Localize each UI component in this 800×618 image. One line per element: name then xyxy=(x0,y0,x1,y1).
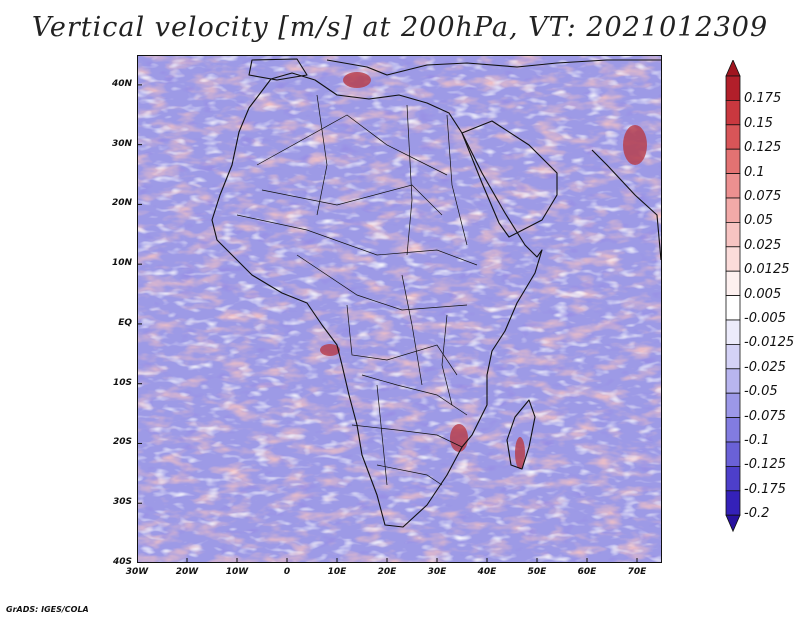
map-frame xyxy=(137,55,662,563)
ascent-spot-mozambique xyxy=(450,424,468,452)
colorbar xyxy=(725,60,741,533)
colorbar-label: -0.2 xyxy=(744,506,770,522)
colorbar-box xyxy=(725,124,741,150)
colorbar-box xyxy=(725,75,741,101)
colorbar-label: 0.05 xyxy=(744,213,773,229)
colorbar-label: 0.15 xyxy=(744,115,773,131)
ascent-spot-tibet xyxy=(623,125,647,165)
x-tick-label: 0 xyxy=(283,567,291,577)
border-line-7 xyxy=(351,424,463,448)
colorbar-label: -0.1 xyxy=(744,433,770,448)
map-panel xyxy=(137,55,662,563)
colorbar-box xyxy=(725,246,741,272)
colorbar-label: -0.075 xyxy=(744,408,786,424)
colorbar-label: 0.005 xyxy=(744,286,782,302)
colorbar-box xyxy=(725,368,741,394)
y-tick-label: 20S xyxy=(112,437,132,448)
colorbar-label: 0.025 xyxy=(744,237,782,253)
x-tick-label: 10W xyxy=(225,567,249,577)
european-coastline xyxy=(326,59,661,76)
colorbar-box xyxy=(725,441,741,467)
x-tick-label: 30W xyxy=(125,567,149,577)
coastlines xyxy=(211,58,662,528)
x-tick-label: 10E xyxy=(327,567,347,577)
border-line-3 xyxy=(236,214,478,266)
border-line-4 xyxy=(296,254,468,311)
border-line-11 xyxy=(446,114,468,246)
colorbar-box xyxy=(725,148,741,174)
y-tick-label: EQ xyxy=(118,317,132,328)
colorbar-box xyxy=(725,100,741,126)
colorbar-box xyxy=(725,197,741,223)
border-line-13 xyxy=(441,314,453,406)
border-line-8 xyxy=(376,464,443,486)
border-line-2 xyxy=(261,184,443,216)
colorbar-label: -0.05 xyxy=(744,384,778,400)
border-line-12 xyxy=(401,274,423,386)
border-line-14 xyxy=(376,384,388,486)
border-line-9 xyxy=(316,94,328,216)
ascent-spot-mediterranean xyxy=(343,72,371,88)
colorbar-label: -0.005 xyxy=(744,311,786,326)
arabian-peninsula-coastline xyxy=(461,120,558,238)
x-tick-label: 20E xyxy=(377,567,397,577)
x-tick-label: 40E xyxy=(477,567,497,577)
colorbar-box xyxy=(725,221,741,248)
colorbar-label: 0.175 xyxy=(744,91,782,107)
colorbar-label: -0.0125 xyxy=(744,335,795,351)
colorbar-label: 0.0125 xyxy=(744,262,790,278)
x-tick-label: 20W xyxy=(175,567,199,577)
map-svg xyxy=(137,55,662,563)
y-tick-label: 30S xyxy=(112,497,132,508)
colorbar-box xyxy=(725,173,741,199)
x-tick-label: 30E xyxy=(427,567,447,577)
colorbar-box xyxy=(725,295,741,321)
y-tick-label: 20N xyxy=(111,198,132,209)
x-tick-label: 60E xyxy=(577,567,597,577)
x-tick-label: 70E xyxy=(627,567,647,577)
border-line-10 xyxy=(406,104,413,256)
colorbar-label: -0.125 xyxy=(744,457,786,473)
footer-credit: GrADS: IGES/COLA xyxy=(6,605,89,614)
ascent-spot-cameroon xyxy=(320,344,340,356)
y-tick-label: 40S xyxy=(112,557,132,567)
colorbar-box xyxy=(725,465,741,492)
colorbar-bottom-arrow xyxy=(725,514,741,533)
colorbar-top-arrow xyxy=(725,60,741,77)
ascent-spot-madagascar xyxy=(515,437,525,469)
colorbar-label: 0.075 xyxy=(744,189,782,204)
colorbar-box xyxy=(725,392,741,419)
colorbar-box xyxy=(725,270,741,296)
madagascar-coastline xyxy=(506,399,536,470)
country-borders xyxy=(236,94,478,486)
iberia-coastline xyxy=(248,58,308,81)
border-line-1 xyxy=(256,114,448,176)
colorbar-boxes xyxy=(725,60,741,533)
colorbar-box xyxy=(725,343,741,370)
colorbar-box xyxy=(725,417,741,443)
y-tick-label: 10N xyxy=(111,258,132,269)
colorbar-label: -0.175 xyxy=(744,481,786,497)
y-tick-label: 40N xyxy=(111,78,132,89)
x-tick-label: 50E xyxy=(527,567,547,577)
colorbar-box xyxy=(725,490,741,516)
africa-coastline xyxy=(211,72,543,528)
colorbar-label: -0.025 xyxy=(744,359,786,375)
y-tick-label: 10S xyxy=(112,377,132,388)
colorbar-label: 0.125 xyxy=(744,140,782,156)
border-line-5 xyxy=(346,304,458,376)
chart-title: Vertical velocity [m/s] at 200hPa, VT: 2… xyxy=(31,12,769,43)
colorbar-box xyxy=(725,319,741,345)
india-coastline xyxy=(591,149,662,261)
y-tick-label: 30N xyxy=(111,138,132,149)
colorbar-label: 0.1 xyxy=(744,164,765,180)
